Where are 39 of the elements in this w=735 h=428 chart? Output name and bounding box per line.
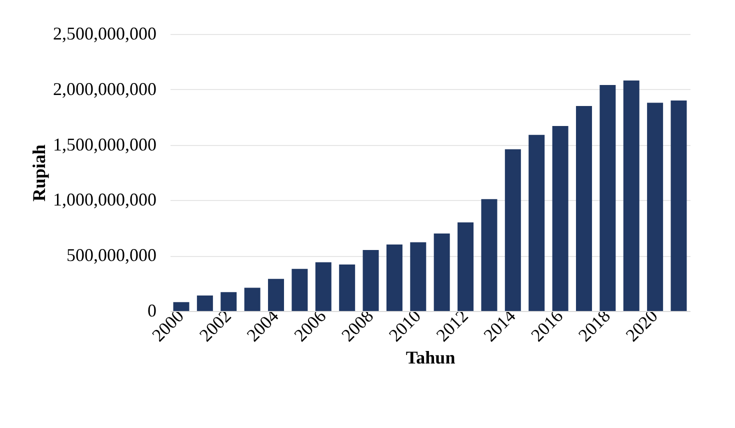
x-tick-label: 2002 (195, 306, 235, 346)
x-tick-label: 2008 (338, 306, 378, 346)
y-tick-label: 1,500,000,000 (53, 134, 156, 154)
bar (670, 100, 687, 311)
bar (315, 262, 332, 311)
bar (386, 244, 402, 311)
x-tick-label: 2012 (432, 306, 472, 346)
y-tick-label: 500,000,000 (66, 245, 156, 266)
bar (268, 278, 284, 311)
bar (528, 134, 545, 311)
y-tick-label: 2,000,000,000 (53, 78, 156, 99)
bar (481, 199, 498, 311)
x-tick-label: 2004 (242, 306, 282, 346)
bar (504, 149, 521, 311)
x-tick-label: 2010 (384, 306, 425, 346)
bar (339, 264, 356, 311)
y-tick-label: 1,000,000,000 (53, 190, 156, 210)
bar (647, 102, 664, 311)
bar (196, 295, 213, 311)
bar (173, 302, 190, 311)
bar (576, 106, 592, 311)
bar (434, 233, 450, 311)
x-tick-label: 2020 (622, 306, 662, 346)
bar (362, 250, 379, 311)
bar (623, 80, 640, 311)
x-tick-label: 2018 (574, 306, 614, 346)
x-tick-label: 2014 (480, 306, 520, 346)
y-tick-label: 2,500,000,000 (53, 24, 156, 44)
bar (410, 242, 426, 311)
bar (292, 268, 308, 311)
y-axis-title: Rupiah (29, 144, 49, 202)
x-tick-label: 2006 (290, 306, 330, 346)
x-tick-label: 2016 (527, 306, 567, 346)
bar (458, 222, 474, 311)
bar (600, 84, 616, 311)
bar (552, 126, 568, 311)
bar (220, 292, 237, 311)
x-axis-title: Tahun (406, 347, 456, 368)
bar (244, 288, 260, 311)
